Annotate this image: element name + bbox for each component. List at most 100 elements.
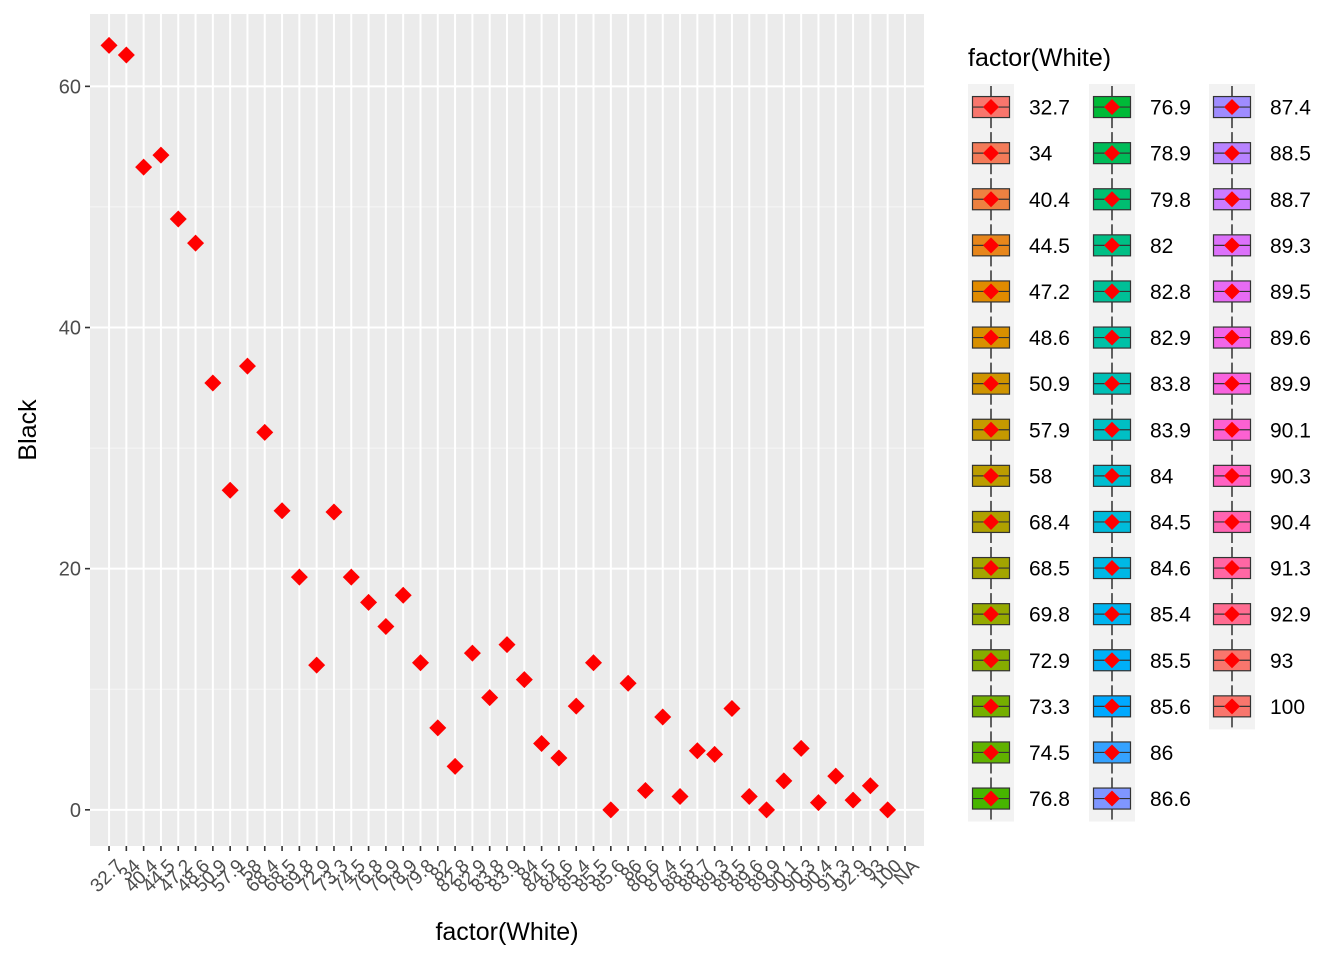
legend-key-marker [983, 191, 999, 208]
legend-item: 48.6 [971, 316, 1070, 359]
legend-label: 82.8 [1150, 281, 1191, 304]
legend-key-marker [983, 606, 999, 623]
legend-label: 74.5 [1029, 742, 1070, 765]
legend-key-marker [1224, 99, 1240, 116]
legend-label: 79.8 [1150, 189, 1191, 212]
legend-key-marker [983, 560, 999, 577]
data-point [169, 210, 187, 228]
data-point [879, 801, 897, 819]
data-point [238, 357, 256, 375]
legend-key-marker [1104, 145, 1120, 162]
legend-item: 85.5 [1092, 639, 1191, 682]
data-point [792, 739, 810, 757]
legend-label: 91.3 [1270, 558, 1311, 581]
legend-item: 82.8 [1092, 270, 1191, 313]
data-point [827, 767, 845, 785]
data-point [204, 374, 222, 392]
y-tick-label: 20 [59, 559, 81, 581]
legend-key-marker [1104, 421, 1120, 438]
legend-label: 85.4 [1150, 604, 1191, 627]
legend-key-marker [1104, 606, 1120, 623]
legend-key-marker [983, 698, 999, 715]
legend-label: 32.7 [1029, 97, 1070, 120]
data-point [100, 36, 118, 54]
legend-label: 84.5 [1150, 511, 1191, 534]
y-tick-label: 60 [59, 76, 81, 98]
legend-label: 85.6 [1150, 696, 1191, 719]
legend-items: 32.7 34 40.4 44.5 47.2 48.6 50.9 57.9 58 68.4 68.5… [968, 84, 1311, 822]
legend-label: 89.9 [1270, 373, 1311, 396]
legend-label: 89.5 [1270, 281, 1311, 304]
x-axis: 32.73440.444.547.248.650.957.95868.468.5… [87, 846, 924, 897]
legend-key-marker [983, 652, 999, 669]
legend-key-marker [1104, 652, 1120, 669]
legend-item: 83.8 [1092, 362, 1191, 405]
legend-label: 73.3 [1029, 696, 1070, 719]
legend-item: 92.9 [1212, 593, 1311, 636]
legend-item: 78.9 [1092, 132, 1191, 175]
legend-item: 86 [1092, 731, 1173, 774]
data-point [135, 158, 153, 176]
legend-key-marker [983, 99, 999, 116]
legend-key-marker [1104, 513, 1120, 530]
legend-item: 89.3 [1212, 224, 1311, 267]
data-point [221, 481, 239, 499]
legend-key-marker [983, 421, 999, 438]
data-point [290, 568, 308, 586]
data-point [758, 801, 776, 819]
data-point [533, 735, 551, 753]
legend-item: 84.5 [1092, 500, 1191, 543]
legend-item: 73.3 [971, 685, 1070, 728]
legend-label: 50.9 [1029, 373, 1070, 396]
legend-label: 86 [1150, 742, 1173, 765]
legend-item: 68.4 [971, 500, 1070, 543]
legend-key-marker [1104, 237, 1120, 254]
legend-key-marker [983, 375, 999, 392]
legend-label: 34 [1029, 143, 1053, 166]
legend-item: 83.9 [1092, 408, 1191, 451]
legend-item: 93 [1212, 639, 1293, 682]
legend-key-marker [983, 790, 999, 807]
legend-key-marker [1104, 99, 1120, 116]
legend-key-marker [1224, 237, 1240, 254]
legend-key-marker [1104, 329, 1120, 346]
legend-key-marker [983, 744, 999, 761]
legend-label: 90.1 [1270, 419, 1311, 442]
legend-key-marker [983, 145, 999, 162]
legend-label: 86.6 [1150, 788, 1191, 811]
legend-item: 74.5 [971, 731, 1070, 774]
data-point [636, 782, 654, 800]
legend-label: 88.5 [1270, 143, 1311, 166]
legend-label: 83.9 [1150, 419, 1191, 442]
data-point [256, 423, 274, 441]
legend-item: 76.8 [971, 777, 1070, 820]
legend-item: 89.6 [1212, 316, 1311, 359]
legend-key-marker [1224, 698, 1240, 715]
legend-label: 76.9 [1150, 97, 1191, 120]
y-tick-label: 40 [59, 318, 81, 340]
legend-key-marker [1104, 191, 1120, 208]
legend-item: 72.9 [971, 639, 1070, 682]
legend-label: 84.6 [1150, 558, 1191, 581]
legend-item: 85.6 [1092, 685, 1191, 728]
legend-item: 50.9 [971, 362, 1070, 405]
legend-item: 84 [1092, 454, 1174, 497]
legend-label: 68.4 [1029, 511, 1070, 534]
legend-label: 40.4 [1029, 189, 1070, 212]
legend-label: 68.5 [1029, 558, 1070, 581]
data-point [342, 568, 360, 586]
legend-label: 76.8 [1029, 788, 1070, 811]
legend-key-marker [1224, 145, 1240, 162]
y-axis: 0 20 40 60 [59, 76, 90, 822]
legend-key-marker [1104, 744, 1120, 761]
data-point [775, 772, 793, 790]
legend-key-marker [983, 283, 999, 300]
legend-key-marker [1224, 560, 1240, 577]
legend-label: 100 [1270, 696, 1305, 719]
legend-label: 69.8 [1029, 604, 1070, 627]
legend-item: 89.9 [1212, 362, 1311, 405]
legend-key-marker [983, 237, 999, 254]
legend-item: 91.3 [1212, 547, 1311, 590]
legend-key-marker [1104, 375, 1120, 392]
legend-item: 89.5 [1212, 270, 1311, 313]
